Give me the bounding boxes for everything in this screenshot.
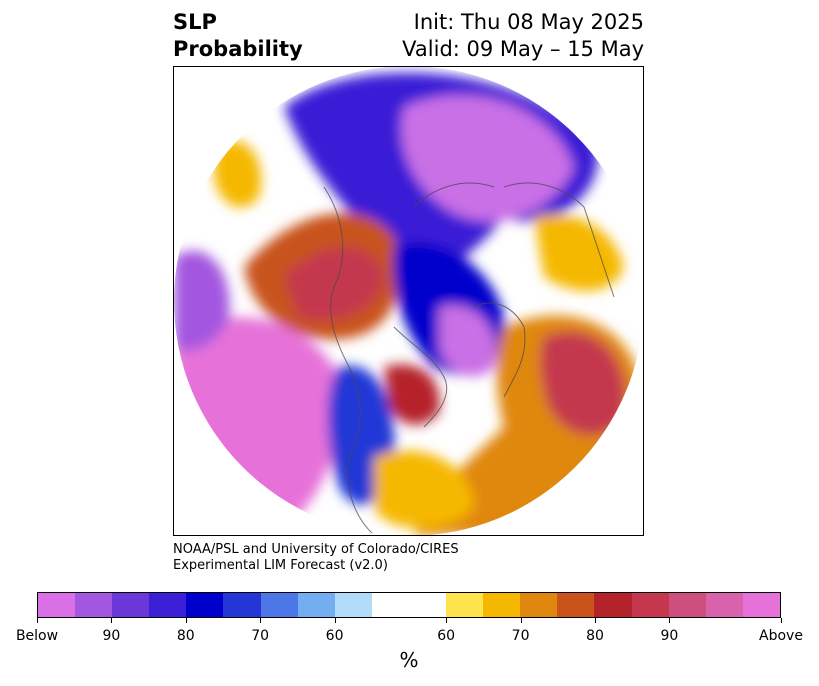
great-lakes-above-region	[384, 364, 440, 425]
colorbar-swatch-16	[631, 593, 669, 617]
colorbar-swatch-5	[223, 593, 261, 617]
colorbar-swatch-3	[149, 593, 187, 617]
colorbar-tick-mark	[781, 618, 782, 623]
europe-above-region	[534, 214, 624, 291]
colorbar-tick-label: 90	[102, 628, 121, 644]
colorbar-swatch-12	[483, 593, 521, 617]
colorbar-swatch-6	[260, 593, 298, 617]
credit-line-1: NOAA/PSL and University of Colorado/CIRE…	[173, 542, 459, 557]
colorbar-swatch-7	[297, 593, 335, 617]
colorbar-tick-mark	[111, 618, 113, 623]
colorbar-swatch-10	[408, 593, 447, 617]
colorbar-tick-mark	[520, 618, 522, 623]
central-below-core	[439, 305, 496, 377]
colorbar-swatch-1	[75, 593, 113, 617]
credit-line-2: Experimental LIM Forecast (v2.0)	[173, 558, 388, 573]
credit-text: NOAA/PSL and University of Colorado/CIRE…	[173, 542, 459, 574]
colorbar-unit: %	[399, 648, 419, 672]
map-title-right: Init: Thu 08 May 2025 Valid: 09 May – 15…	[402, 9, 644, 63]
coastlines	[323, 182, 615, 535]
colorbar-swatch-13	[520, 593, 558, 617]
map-title-left: SLP Probability	[173, 9, 303, 63]
colorbar	[37, 592, 781, 618]
colorbar-tick-label: 90	[660, 628, 679, 644]
colorbar-swatch-8	[334, 593, 372, 617]
siberia-below-region	[401, 95, 574, 222]
colorbar-tick-mark	[260, 618, 262, 623]
colorbar-tick-mark	[185, 618, 187, 623]
colorbar-tick-label: 60	[437, 628, 456, 644]
colorbar-tick-label: Below	[15, 628, 59, 644]
colorbar-tick-mark	[595, 618, 596, 623]
colorbar-tick-label: 70	[251, 628, 270, 644]
colorbar-tick-mark	[669, 618, 671, 623]
colorbar-swatch-15	[594, 593, 632, 617]
colorbar-tick-label: Above	[759, 628, 803, 644]
colorbar-tick-mark	[446, 618, 448, 623]
colorbar-tick-mark	[334, 618, 336, 623]
colorbar-swatch-4	[186, 593, 224, 617]
colorbar-swatch-17	[668, 593, 706, 617]
colorbar-swatch-19	[742, 593, 780, 617]
colorbar-swatch-0	[38, 593, 76, 617]
colorbar-tick-mark	[37, 618, 38, 623]
variable-label: SLP	[173, 10, 217, 34]
colorbar-tick-label: 80	[586, 628, 604, 644]
valid-period-label: Valid: 09 May – 15 May	[402, 37, 644, 61]
map-panel	[173, 66, 644, 536]
colorbar-swatch-18	[705, 593, 743, 617]
colorbar-swatch-9	[371, 593, 409, 617]
colorbar-swatch-2	[112, 593, 150, 617]
product-label: Probability	[173, 37, 303, 61]
north-asia-above-core	[284, 247, 384, 321]
init-date-label: Init: Thu 08 May 2025	[413, 10, 644, 34]
southeast-above-region	[374, 450, 474, 528]
colorbar-tick-label: 80	[176, 628, 195, 644]
west-above-patch	[214, 140, 262, 208]
colorbar-swatch-11	[446, 593, 484, 617]
colorbar-swatch-14	[557, 593, 595, 617]
west-below-region	[174, 250, 230, 351]
probability-map	[174, 67, 643, 535]
colorbar-tick-label: 60	[325, 628, 344, 644]
atlantic-above-core	[540, 331, 626, 436]
colorbar-tick-label: 70	[511, 628, 530, 644]
